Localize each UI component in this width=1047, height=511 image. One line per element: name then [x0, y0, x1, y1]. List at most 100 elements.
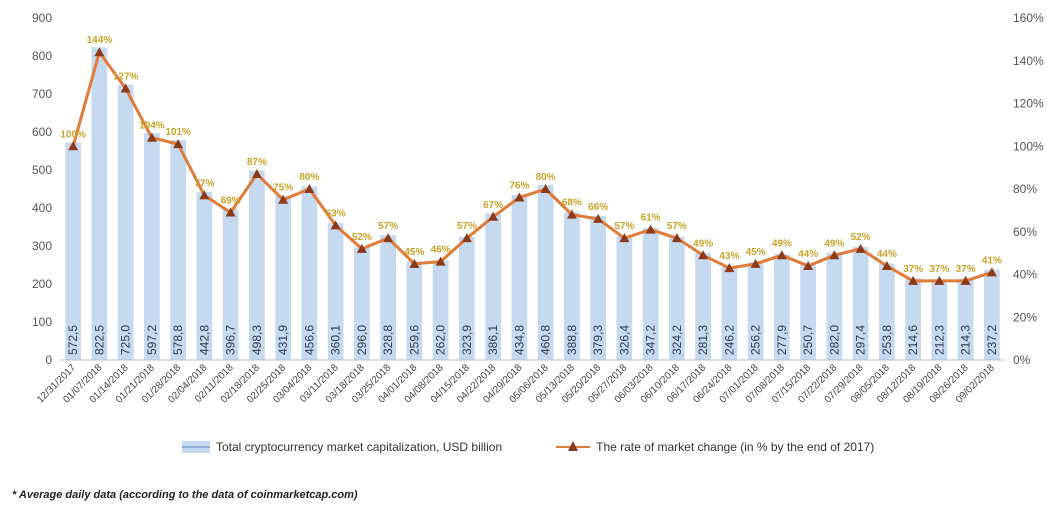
rate-value-label: 52% — [352, 232, 372, 243]
bar-value-label: 281,3 — [696, 325, 710, 355]
line-swatch — [556, 440, 591, 454]
bar — [695, 253, 711, 360]
rate-value-label: 80% — [536, 172, 556, 183]
bar-value-label: 328,8 — [381, 325, 395, 355]
legend-bar-label: Total cryptocurrency market capitalizati… — [216, 440, 503, 454]
line-marker — [383, 233, 394, 243]
line-marker — [435, 256, 446, 266]
rate-value-label: 57% — [614, 221, 634, 232]
bar — [984, 269, 1000, 360]
right-tick-label: 60% — [1013, 225, 1037, 239]
right-tick-label: 40% — [1013, 268, 1037, 282]
rate-value-label: 41% — [982, 255, 1002, 266]
bar — [117, 84, 134, 360]
rate-value-label: 101% — [165, 127, 191, 138]
bar-value-label: 237,2 — [985, 325, 999, 355]
rate-value-label: 127% — [113, 72, 139, 83]
rate-value-label: 49% — [693, 238, 713, 249]
line-marker — [881, 260, 892, 270]
legend-item-bars: Total cryptocurrency market capitalizati… — [182, 440, 502, 454]
left-tick-label: 600 — [32, 125, 52, 139]
rate-value-label: 76% — [509, 181, 529, 192]
bar-value-label: 578,8 — [171, 325, 185, 355]
bar-value-label: 324,2 — [670, 325, 684, 355]
bar-series — [65, 47, 1000, 360]
bar-value-label: 822,5 — [92, 325, 106, 355]
bar-value-label: 572,5 — [66, 325, 80, 355]
left-tick-label: 0 — [45, 353, 52, 367]
line-marker — [724, 263, 735, 273]
legend: Total cryptocurrency market capitalizati… — [182, 440, 874, 454]
line-marker — [645, 224, 656, 234]
bar-value-label: 214,6 — [906, 325, 920, 355]
bar — [249, 170, 265, 360]
right-tick-label: 120% — [1013, 97, 1044, 111]
bar — [432, 260, 449, 360]
rate-line — [71, 50, 993, 283]
bar — [354, 247, 370, 360]
bar — [65, 142, 81, 360]
bar — [590, 215, 606, 360]
line-markers — [68, 47, 997, 285]
bar — [511, 194, 528, 360]
bar-value-label: 323,9 — [460, 325, 474, 355]
rate-value-label: 57% — [667, 221, 687, 232]
right-tick-label: 140% — [1013, 54, 1044, 68]
rate-value-label: 37% — [903, 264, 923, 275]
line-marker — [146, 132, 157, 142]
rate-value-label: 44% — [798, 249, 818, 260]
rate-value-label: 49% — [772, 238, 792, 249]
bar-value-label: 296,0 — [355, 325, 369, 355]
left-tick-label: 900 — [32, 11, 52, 25]
bar-value-label: 386,1 — [486, 325, 500, 355]
rate-value-label: 45% — [404, 247, 424, 258]
bar-value-label: 498,3 — [250, 325, 264, 355]
line-marker — [908, 275, 919, 285]
bar — [879, 263, 895, 360]
line-marker — [356, 243, 367, 253]
left-tick-label: 300 — [32, 239, 52, 253]
bar-value-label: 379,3 — [591, 325, 605, 355]
line-marker — [94, 47, 105, 57]
right-tick-label: 0% — [1013, 353, 1031, 367]
bar-value-label: 246,2 — [722, 325, 736, 355]
right-tick-label: 80% — [1013, 182, 1037, 196]
bar — [196, 191, 213, 360]
rate-value-label: 100% — [60, 129, 86, 140]
line-marker — [278, 194, 289, 204]
bar — [301, 186, 318, 360]
bar-value-label: 212,3 — [932, 325, 946, 355]
left-tick-label: 700 — [32, 87, 52, 101]
bar-value-label: 388,8 — [565, 325, 579, 355]
line-marker — [68, 141, 79, 151]
bar — [327, 223, 344, 360]
bar — [774, 254, 790, 360]
rate-value-label: 45% — [746, 247, 766, 258]
bar-value-label: 256,2 — [749, 325, 763, 355]
rate-value-label: 68% — [562, 198, 582, 209]
bar — [485, 213, 501, 360]
right-tick-label: 100% — [1013, 139, 1044, 153]
line-marker — [409, 258, 420, 268]
rate-value-label: 67% — [483, 200, 503, 211]
bar-value-label: 297,4 — [854, 325, 868, 355]
line-marker — [829, 250, 840, 260]
bar — [905, 278, 921, 360]
bar — [826, 252, 843, 360]
line-marker — [120, 83, 131, 93]
bar — [800, 264, 816, 360]
line-marker — [199, 190, 210, 200]
combo-chart: 0 100 200 300 400 500 600 700 800 900 0% 20% 40% 60%… — [32, 11, 1044, 406]
right-axis: 0% 20% 40% 60% 80% 100% 120% 140% 160% — [1013, 11, 1044, 367]
footnote: * Average daily data (according to the d… — [12, 489, 358, 501]
bar-swatch — [182, 441, 210, 453]
line-marker — [330, 220, 341, 230]
left-tick-label: 400 — [32, 201, 52, 215]
rate-value-label: 104% — [139, 121, 165, 132]
line-marker — [593, 213, 604, 223]
line-value-labels: 100% 144% 127% 104%101% 77% 69% 87% 75% 80% 63% 52… — [60, 35, 1002, 275]
bar-value-label: 250,7 — [801, 325, 815, 355]
line-marker — [514, 192, 525, 202]
line-marker — [251, 169, 262, 179]
bar-value-label: 434,8 — [512, 325, 526, 355]
